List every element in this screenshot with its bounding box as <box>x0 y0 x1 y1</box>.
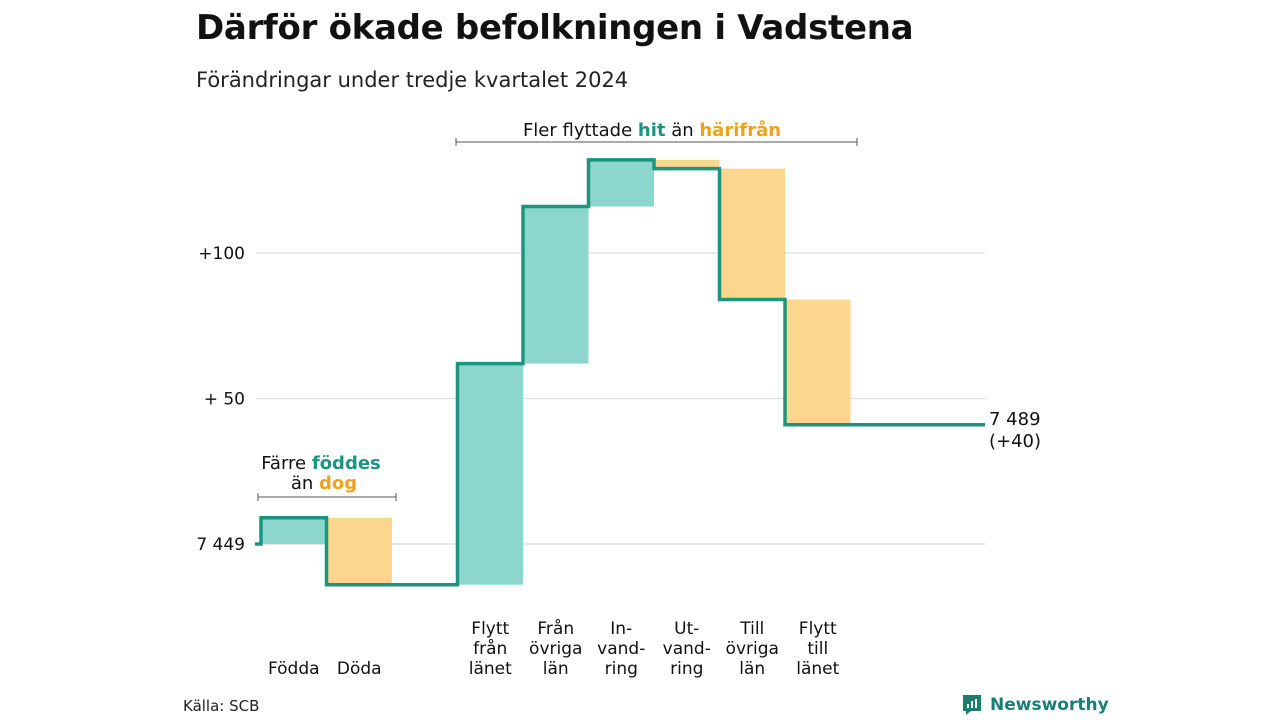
y-tick-label: 7 449 <box>196 535 245 555</box>
annotation-bracket <box>455 138 858 146</box>
annotation-highlight-hit: hit <box>638 120 666 141</box>
x-tick-label: till <box>807 639 828 659</box>
x-tick-label: övriga <box>726 639 779 659</box>
x-tick-label: Flytt <box>471 619 509 639</box>
end-change-label: (+40) <box>989 431 1041 452</box>
svg-text:Färre föddes: Färre föddes <box>261 453 381 474</box>
x-tick-label: från <box>473 638 507 659</box>
x-tick-label: Döda <box>337 659 382 679</box>
y-tick-label: + 50 <box>204 390 245 410</box>
annotation-text: än <box>291 473 319 494</box>
newsworthy-icon <box>963 695 981 715</box>
x-tick-label: ring <box>670 659 703 679</box>
x-tick-label: länet <box>796 659 839 679</box>
end-value-label: 7 489 <box>989 409 1041 430</box>
y-axis-labels: 7 449 + 50 +100 <box>196 244 245 555</box>
waterfall-bar <box>523 206 589 364</box>
x-tick-label: ring <box>605 659 638 679</box>
x-tick-label: Till <box>739 619 764 639</box>
annotation-migration: Fler flyttade hit än härifrån <box>455 119 858 146</box>
x-tick-label: Från <box>537 618 574 639</box>
annotation-highlight-dog: dog <box>319 473 357 494</box>
step-line <box>255 158 985 587</box>
waterfall-bar <box>326 517 392 585</box>
x-tick-label: län <box>739 659 765 679</box>
annotation-highlight-harifran: härifrån <box>699 119 781 141</box>
x-tick-label: vand- <box>663 639 711 659</box>
waterfall-bar <box>654 159 720 169</box>
cumulative-step-line <box>255 158 985 587</box>
waterfall-bar <box>785 299 851 425</box>
x-tick-label: Flytt <box>799 619 837 639</box>
chart-title: Därför ökade befolkningen i Vadstena <box>196 8 914 48</box>
waterfall-bar <box>719 168 785 300</box>
brand-name: Newsworthy <box>990 695 1109 715</box>
source-note: Källa: SCB <box>183 697 260 715</box>
waterfall-bar <box>457 363 523 585</box>
annotation-highlight-foddes: föddes <box>312 453 381 474</box>
x-axis-labels: Födda DödaFlyttfrånlänetFrånövrigalänIn-v… <box>268 618 840 679</box>
chart-subtitle: Förändringar under tredje kvartalet 2024 <box>196 68 629 92</box>
waterfall-bar <box>261 517 327 544</box>
y-tick-label: +100 <box>198 244 245 264</box>
waterfall-bar <box>588 159 654 207</box>
annotation-bracket <box>257 493 397 501</box>
x-tick-label: Födda <box>268 659 320 679</box>
bars <box>261 159 851 585</box>
x-tick-label: övriga <box>529 639 582 659</box>
svg-text:Fler flyttade hit än härifrån: Fler flyttade hit än härifrån <box>523 119 781 141</box>
annotation-text: Fler flyttade <box>523 120 638 141</box>
svg-text:än dog: än dog <box>291 473 357 494</box>
x-tick-label: Ut- <box>674 619 699 639</box>
annotation-text: än <box>665 120 699 141</box>
grid-lines <box>256 252 985 545</box>
annotation-text: Färre <box>261 453 312 474</box>
x-tick-label: vand- <box>597 639 645 659</box>
x-tick-label: län <box>543 659 569 679</box>
brand-logo: Newsworthy <box>960 693 1109 717</box>
x-tick-label: In- <box>610 619 632 639</box>
annotation-births-deaths: Färre föddes än dog <box>257 453 397 501</box>
x-tick-label: länet <box>469 659 512 679</box>
